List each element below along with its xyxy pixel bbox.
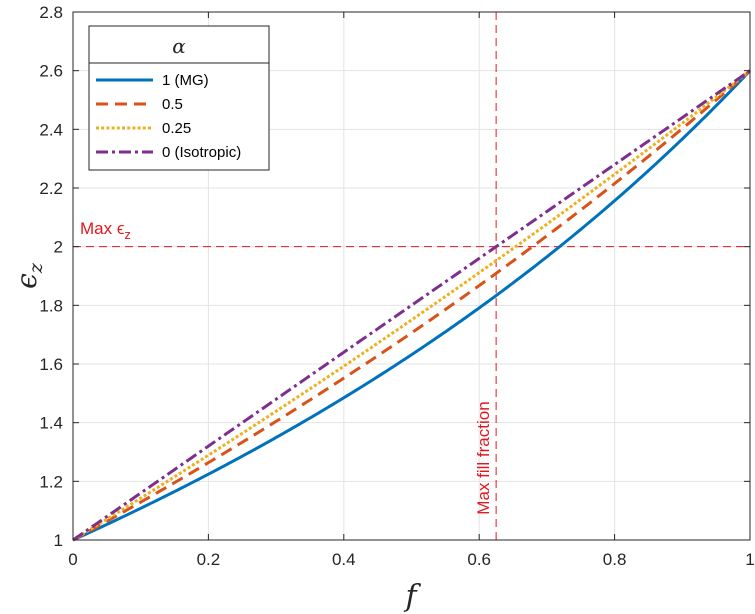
x-tick-label: 1: [745, 550, 754, 569]
legend: α 1 (MG) 0.5 0.25 0 (Isotropic): [88, 25, 270, 171]
series-line: [72, 69, 752, 542]
legend-entry-label: 0.5: [162, 96, 183, 113]
y-tick-label: 2.8: [39, 3, 63, 22]
axes-frame: [72, 11, 751, 541]
reference-lines: [73, 12, 750, 540]
y-axis-label-base: ϵ: [10, 273, 43, 289]
y-tick-labels: 1 1.2 1.4 1.6 1.8 2 2.2 2.4 2.6 2.8: [39, 3, 63, 550]
legend-title: α: [172, 34, 186, 58]
y-axis-label-sub: z: [25, 262, 47, 274]
y-tick-label: 1.4: [39, 414, 63, 433]
legend-box: [88, 25, 270, 171]
x-tick-label: 0.4: [332, 550, 356, 569]
y-tick-label: 1.8: [39, 296, 63, 315]
y-tick-label: 1: [54, 531, 63, 550]
svg-text:ϵz: ϵz: [10, 262, 47, 289]
series-group: [72, 69, 752, 542]
series-line: [72, 69, 751, 542]
x-tick-label: 0.2: [197, 550, 221, 569]
x-tick-label: 0.8: [603, 550, 627, 569]
y-tick-label: 2.4: [39, 120, 63, 139]
y-tick-label: 2: [54, 238, 63, 257]
y-tick-label: 2.6: [39, 62, 63, 81]
tick-marks: [72, 11, 751, 541]
max-eps-annotation: Max ϵz: [80, 219, 131, 242]
legend-entry-label: 1 (MG): [162, 72, 209, 89]
y-tick-label: 2.2: [39, 179, 63, 198]
legend-entries: 1 (MG) 0.5 0.25 0 (Isotropic): [96, 72, 241, 161]
max-fill-annotation: Max fill fraction: [474, 401, 493, 514]
x-tick-label: 0.6: [467, 550, 491, 569]
legend-entry-label: 0 (Isotropic): [162, 144, 241, 161]
y-tick-label: 1.6: [39, 355, 63, 374]
x-tick-label: 0: [68, 550, 77, 569]
y-axis-label: ϵz: [10, 262, 47, 289]
x-tick-labels: 0 0.2 0.4 0.6 0.8 1: [68, 550, 754, 569]
max-eps-annotation-base: Max ϵ: [80, 219, 124, 238]
y-tick-label: 1.2: [39, 472, 63, 491]
legend-entry-label: 0.25: [162, 120, 191, 137]
grid-lines: [72, 11, 751, 541]
max-eps-annotation-sub: z: [124, 227, 131, 242]
